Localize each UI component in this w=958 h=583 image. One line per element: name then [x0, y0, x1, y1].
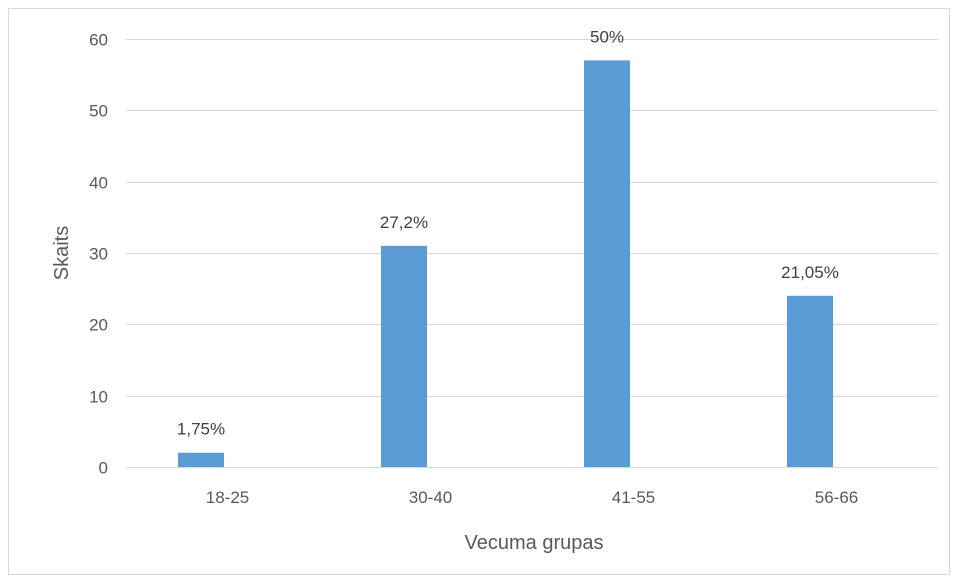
bar: [787, 295, 833, 467]
y-tick-label: 0: [99, 459, 108, 478]
y-tick-label: 10: [89, 388, 108, 407]
data-label: 50%: [590, 27, 624, 46]
bar: [178, 452, 224, 467]
x-tick-label: 56-66: [815, 488, 858, 507]
x-tick-label: 30-40: [409, 488, 452, 507]
y-tick-label: 50: [89, 102, 108, 121]
bar: [381, 245, 427, 467]
y-tick-label: 20: [89, 316, 108, 335]
bar: [584, 60, 630, 468]
chart-border: [8, 8, 950, 575]
data-label: 21,05%: [781, 263, 839, 282]
x-axis-title: Vecuma grupas: [465, 532, 604, 554]
data-labels: 1,75% 27,2% 50% 21,05%: [177, 27, 839, 438]
y-axis-ticks: 0 10 20 30 40 50 60: [89, 31, 108, 478]
x-axis-ticks: 18-25 30-40 41-55 56-66: [206, 488, 858, 507]
x-tick-label: 41-55: [612, 488, 655, 507]
y-tick-label: 60: [89, 31, 108, 50]
bars: [178, 60, 833, 468]
y-tick-label: 40: [89, 174, 108, 193]
data-label: 27,2%: [380, 213, 428, 232]
data-label: 1,75%: [177, 420, 225, 439]
gridlines: [126, 39, 938, 468]
x-tick-label: 18-25: [206, 488, 249, 507]
y-tick-label: 30: [89, 245, 108, 264]
y-axis-title: Skaits: [51, 226, 73, 280]
